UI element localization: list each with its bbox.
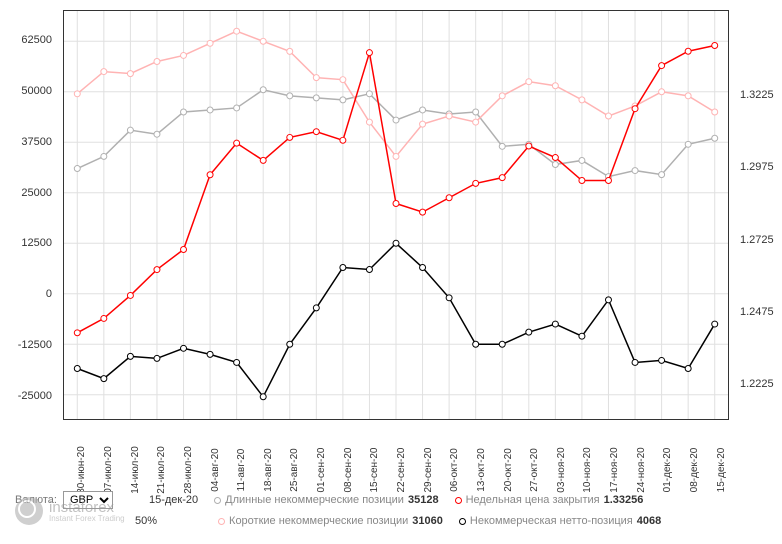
x-tick: 24-ноя-20: [636, 447, 647, 492]
x-tick: 14-июл-20: [130, 446, 141, 494]
circle-icon: [218, 518, 225, 525]
y-tick-left: -12500: [18, 339, 52, 351]
x-tick: 25-авг-20: [289, 448, 300, 491]
x-tick: 15-сен-20: [369, 448, 380, 493]
watermark-sub: Instant Forex Trading: [49, 515, 125, 523]
y-tick-left: 12500: [21, 237, 52, 249]
x-tick: 10-ноя-20: [582, 447, 593, 492]
x-tick: 07-июл-20: [103, 446, 114, 494]
x-tick: 08-дек-20: [689, 448, 700, 493]
globe-icon: [15, 497, 43, 525]
watermark-text: instaforex Instant Forex Trading: [49, 500, 125, 523]
x-tick: 01-сен-20: [316, 448, 327, 493]
x-tick: 06-окт-20: [449, 448, 460, 492]
legend-percent: 50%: [135, 515, 157, 527]
x-tick: 21-июл-20: [156, 446, 167, 494]
circle-icon: [459, 518, 466, 525]
watermark-brand: instaforex: [49, 500, 125, 515]
x-axis: 30-июн-2007-июл-2014-июл-2021-июл-2028-и…: [63, 420, 729, 485]
x-tick: 08-сен-20: [343, 448, 354, 493]
legend-label-short: Короткие некоммерческие позиции: [229, 515, 408, 527]
legend-item-long: Длинные некоммерческие позиции 35128: [214, 494, 438, 506]
legend-label-net: Некоммерческая нетто-позиция: [470, 515, 633, 527]
legend-date: 15-дек-20: [149, 494, 198, 506]
x-tick: 18-авг-20: [263, 448, 274, 491]
legend-item-net: Некоммерческая нетто-позиция 4068: [459, 515, 661, 527]
x-tick: 28-июл-20: [183, 446, 194, 494]
x-tick: 01-дек-20: [662, 448, 673, 493]
legend-item-short: Короткие некоммерческие позиции 31060: [218, 515, 443, 527]
y-tick-right: 1.2475: [740, 306, 774, 318]
y-tick-right: 1.3225: [740, 89, 774, 101]
x-tick: 29-сен-20: [423, 448, 434, 493]
chart-svg: [64, 11, 728, 419]
chart-container: -25000 -12500 0 12500 25000 37500 50000 62500 1…: [0, 0, 782, 485]
legend-value-long: 35128: [408, 494, 439, 506]
y-tick-left: -25000: [18, 390, 52, 402]
x-tick: 20-окт-20: [503, 448, 514, 492]
x-tick: 22-сен-20: [396, 448, 407, 493]
circle-icon: [214, 497, 221, 504]
y-tick-left: 37500: [21, 136, 52, 148]
y-tick-left: 50000: [21, 85, 52, 97]
y-axis-right: 1.2225 1.2475 1.2725 1.2975 1.3225: [732, 10, 782, 420]
legend-label-price: Недельная цена закрытия: [466, 494, 600, 506]
x-tick: 30-июн-20: [76, 446, 87, 494]
legend-label-long: Длинные некоммерческие позиции: [225, 494, 404, 506]
x-tick: 15-дек-20: [716, 448, 727, 493]
legend-value-net: 4068: [637, 515, 661, 527]
x-tick: 04-авг-20: [210, 448, 221, 491]
x-tick: 17-ноя-20: [609, 447, 620, 492]
x-tick: 11-авг-20: [236, 449, 247, 492]
circle-icon: [455, 497, 462, 504]
x-tick: 13-окт-20: [476, 448, 487, 492]
x-tick: 27-окт-20: [529, 448, 540, 492]
y-axis-left: -25000 -12500 0 12500 25000 37500 50000 62500: [0, 10, 60, 420]
legend-item-price: Недельная цена закрытия 1.33256: [455, 494, 644, 506]
y-tick-right: 1.2225: [740, 378, 774, 390]
x-tick: 03-ноя-20: [556, 447, 567, 492]
y-tick-left: 25000: [21, 187, 52, 199]
y-tick-left: 62500: [21, 34, 52, 46]
y-tick-right: 1.2975: [740, 161, 774, 173]
y-tick-right: 1.2725: [740, 234, 774, 246]
watermark-logo: instaforex Instant Forex Trading: [15, 497, 125, 525]
y-tick-left: 0: [46, 288, 52, 300]
legend-value-price: 1.33256: [604, 494, 644, 506]
legend-value-short: 31060: [412, 515, 443, 527]
chart-plot-area: [63, 10, 729, 420]
